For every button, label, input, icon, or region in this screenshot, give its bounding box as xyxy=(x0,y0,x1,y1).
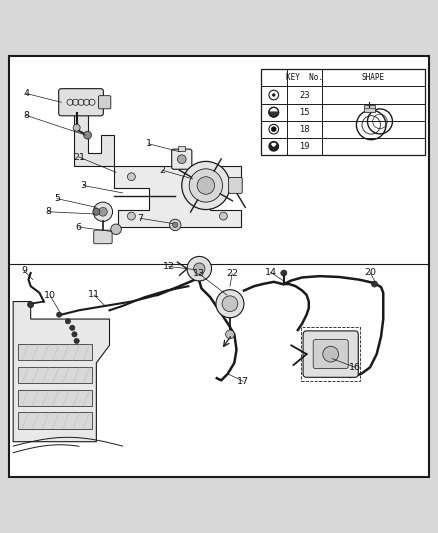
Text: 17: 17 xyxy=(237,377,249,386)
Text: 4: 4 xyxy=(23,89,29,98)
Circle shape xyxy=(57,312,62,317)
FancyBboxPatch shape xyxy=(59,88,103,116)
Circle shape xyxy=(173,222,178,228)
Polygon shape xyxy=(272,143,276,146)
Circle shape xyxy=(177,155,186,164)
Circle shape xyxy=(182,161,230,209)
Circle shape xyxy=(194,263,205,274)
Circle shape xyxy=(111,224,121,235)
Text: 1: 1 xyxy=(146,139,152,148)
Circle shape xyxy=(222,296,238,312)
Circle shape xyxy=(219,173,227,181)
Text: SHAPE: SHAPE xyxy=(362,74,385,83)
Text: 8: 8 xyxy=(23,111,29,120)
Text: 7: 7 xyxy=(137,214,143,223)
Bar xyxy=(178,146,185,151)
Text: 2: 2 xyxy=(159,166,165,175)
FancyBboxPatch shape xyxy=(94,230,112,244)
Circle shape xyxy=(219,212,227,220)
Circle shape xyxy=(216,290,244,318)
Text: 23: 23 xyxy=(299,91,310,100)
Text: 16: 16 xyxy=(349,363,361,372)
Polygon shape xyxy=(13,302,110,442)
Circle shape xyxy=(65,319,71,324)
Circle shape xyxy=(269,107,279,117)
Text: 10: 10 xyxy=(44,292,57,301)
Text: 18: 18 xyxy=(299,125,310,134)
Text: 6: 6 xyxy=(76,223,82,231)
Circle shape xyxy=(93,208,100,215)
Circle shape xyxy=(99,207,107,216)
Circle shape xyxy=(93,202,113,221)
Circle shape xyxy=(70,325,75,330)
FancyBboxPatch shape xyxy=(303,331,358,377)
Bar xyxy=(301,327,360,381)
Circle shape xyxy=(72,332,77,337)
Circle shape xyxy=(189,169,223,202)
Circle shape xyxy=(269,124,279,134)
Text: 3: 3 xyxy=(80,181,86,190)
Circle shape xyxy=(226,330,234,339)
Circle shape xyxy=(187,256,212,281)
Circle shape xyxy=(74,338,79,344)
Circle shape xyxy=(84,131,92,139)
Text: 22: 22 xyxy=(226,270,238,278)
Circle shape xyxy=(271,127,276,132)
Text: 9: 9 xyxy=(21,266,27,276)
Circle shape xyxy=(127,173,135,181)
FancyBboxPatch shape xyxy=(172,149,192,169)
Text: 15: 15 xyxy=(299,108,310,117)
Circle shape xyxy=(28,302,34,308)
Bar xyxy=(18,367,92,383)
Bar xyxy=(261,69,425,155)
Circle shape xyxy=(371,281,378,287)
Circle shape xyxy=(323,346,339,362)
Circle shape xyxy=(170,219,181,231)
FancyBboxPatch shape xyxy=(313,340,348,368)
Text: 8: 8 xyxy=(45,207,51,216)
FancyBboxPatch shape xyxy=(99,96,111,109)
Polygon shape xyxy=(74,109,114,166)
Text: 14: 14 xyxy=(265,268,277,277)
Circle shape xyxy=(197,177,215,194)
Circle shape xyxy=(127,212,135,220)
Circle shape xyxy=(281,270,287,276)
Circle shape xyxy=(272,93,276,96)
FancyBboxPatch shape xyxy=(229,177,242,193)
Text: 20: 20 xyxy=(364,268,376,277)
Bar xyxy=(364,104,374,112)
Text: 19: 19 xyxy=(299,142,310,151)
Polygon shape xyxy=(269,112,279,117)
Text: 13: 13 xyxy=(193,270,205,278)
Circle shape xyxy=(73,124,80,131)
Bar xyxy=(18,390,92,406)
Bar xyxy=(18,413,92,429)
Text: 11: 11 xyxy=(88,290,100,300)
Circle shape xyxy=(269,141,279,151)
Bar xyxy=(18,344,92,360)
Polygon shape xyxy=(114,166,241,227)
Text: 21: 21 xyxy=(73,152,85,161)
Text: 12: 12 xyxy=(162,262,175,271)
Text: 5: 5 xyxy=(54,194,60,203)
Text: KEY  No.: KEY No. xyxy=(286,74,323,83)
